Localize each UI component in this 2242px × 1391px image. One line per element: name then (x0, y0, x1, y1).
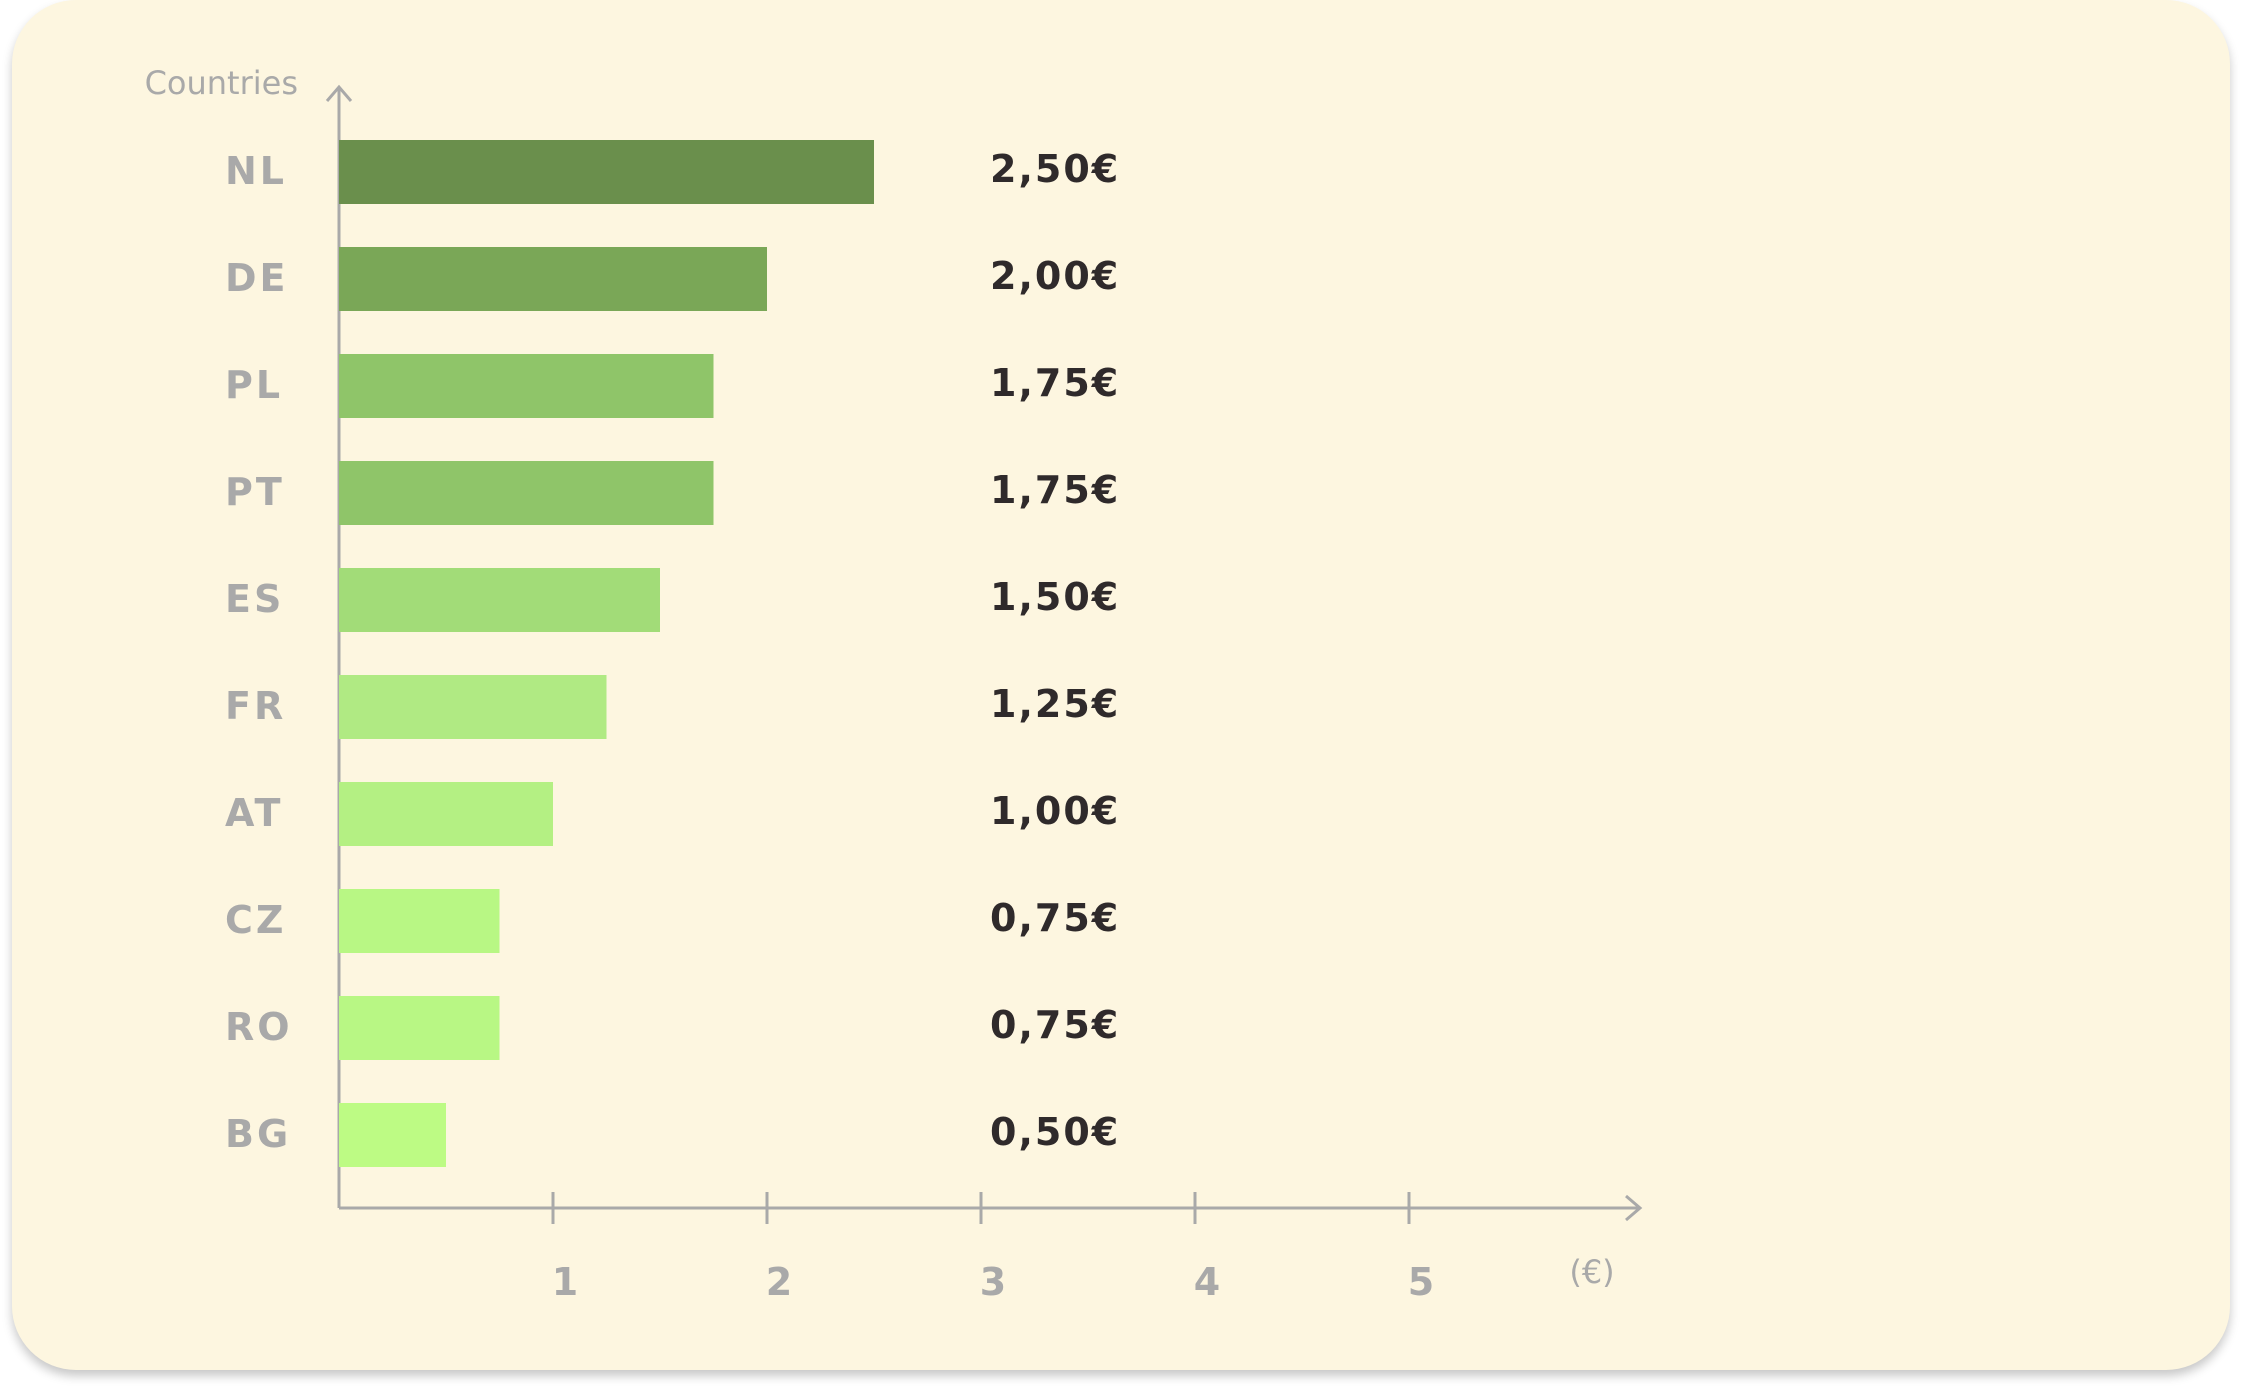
value-label-at: 1,00€ (990, 789, 1120, 833)
bar-cz (339, 889, 500, 953)
value-label-de: 2,00€ (990, 254, 1120, 298)
x-axis-arrow (1625, 1194, 1643, 1222)
category-label-cz: CZ (225, 898, 286, 942)
bar-pt (339, 461, 714, 525)
category-label-de: DE (225, 256, 289, 300)
bar-ro (339, 996, 500, 1060)
bar-nl (339, 140, 874, 204)
category-label-fr: FR (225, 684, 286, 728)
bar-fr (339, 675, 607, 739)
category-label-bg: BG (225, 1112, 291, 1156)
value-label-bg: 0,50€ (990, 1110, 1120, 1154)
value-label-nl: 2,50€ (990, 147, 1120, 191)
category-label-pt: PT (225, 470, 285, 514)
x-tick-label-1: 1 (552, 1260, 578, 1304)
x-tick-label-2: 2 (766, 1260, 792, 1304)
value-label-es: 1,50€ (990, 575, 1120, 619)
category-label-pl: PL (225, 363, 283, 407)
bar-es (339, 568, 660, 632)
value-label-cz: 0,75€ (990, 896, 1120, 940)
bar-at (339, 782, 553, 846)
x-tick-label-3: 3 (980, 1260, 1006, 1304)
bar-de (339, 247, 767, 311)
x-tick-label-5: 5 (1408, 1260, 1434, 1304)
y-axis-arrow (325, 84, 353, 102)
bars (339, 140, 874, 1167)
category-label-ro: RO (225, 1005, 293, 1049)
category-labels: NL DE PL PT ES FR AT CZ RO BG (225, 149, 293, 1156)
x-axis-title: (€) (1569, 1253, 1614, 1291)
value-labels: 2,50€ 2,00€ 1,75€ 1,75€ 1,50€ 1,25€ 1,00€ 0,75€… (990, 147, 1120, 1154)
category-label-at: AT (225, 791, 283, 835)
bar-pl (339, 354, 714, 418)
x-ticks: 1 2 3 4 5 (551, 1192, 1434, 1304)
x-tick-label-4: 4 (1194, 1260, 1220, 1304)
y-axis-title: Countries (145, 64, 298, 102)
value-label-fr: 1,25€ (990, 682, 1120, 726)
category-label-es: ES (225, 577, 284, 621)
value-label-pt: 1,75€ (990, 468, 1120, 512)
value-label-ro: 0,75€ (990, 1003, 1120, 1047)
category-label-nl: NL (225, 149, 287, 193)
bar-bg (339, 1103, 446, 1167)
value-label-pl: 1,75€ (990, 361, 1120, 405)
